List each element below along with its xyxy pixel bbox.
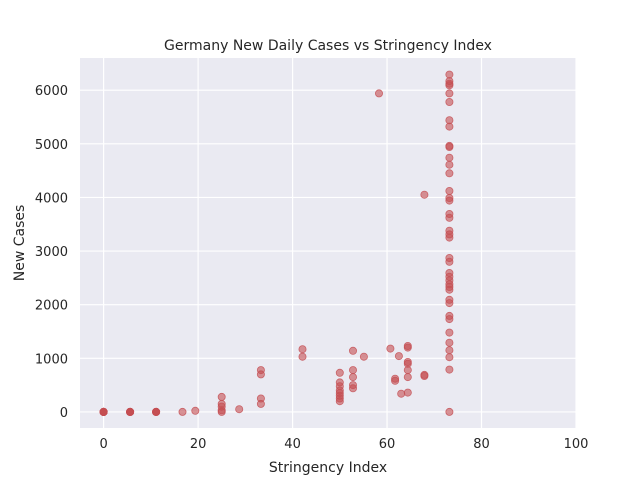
data-point	[420, 190, 429, 199]
y-tick-label: 4000	[35, 191, 68, 206]
data-point	[348, 381, 357, 390]
data-point	[359, 352, 368, 361]
y-tick-label: 3000	[35, 245, 68, 260]
data-point	[445, 89, 454, 98]
data-point	[386, 344, 395, 353]
scatter-points	[99, 70, 454, 416]
plot-area	[80, 58, 576, 428]
y-axis-label: New Cases	[12, 205, 28, 282]
data-point	[298, 352, 307, 361]
data-point	[217, 399, 226, 408]
data-point	[403, 373, 412, 382]
data-point	[374, 89, 383, 98]
x-axis-label: Stringency Index	[269, 460, 387, 476]
data-point	[445, 153, 454, 162]
data-point	[445, 346, 454, 355]
data-point	[152, 407, 161, 416]
data-point	[445, 209, 454, 218]
data-point	[445, 253, 454, 262]
data-point	[445, 193, 454, 202]
data-point	[394, 352, 403, 361]
data-point	[445, 365, 454, 374]
y-tick-label: 1000	[35, 352, 68, 367]
data-point	[445, 338, 454, 347]
data-point	[445, 268, 454, 277]
data-point	[348, 366, 357, 375]
y-tick-label: 5000	[35, 138, 68, 153]
data-point	[403, 357, 412, 366]
data-point	[335, 378, 344, 387]
x-tick-label: 100	[564, 437, 589, 452]
grid	[80, 58, 577, 428]
data-point	[391, 374, 400, 383]
data-point	[445, 407, 454, 416]
x-tick-label: 80	[473, 437, 490, 452]
data-point	[99, 407, 108, 416]
data-point	[348, 373, 357, 382]
data-point	[445, 226, 454, 235]
x-tick-label: 60	[379, 437, 396, 452]
data-point	[191, 406, 200, 415]
data-point	[348, 346, 357, 355]
data-point	[445, 116, 454, 125]
chart-title: Germany New Daily Cases vs Stringency In…	[164, 38, 492, 54]
data-point	[217, 392, 226, 401]
data-point	[445, 98, 454, 107]
data-point	[445, 328, 454, 337]
x-tick-label: 0	[99, 437, 107, 452]
y-tick-label: 0	[60, 406, 68, 421]
x-tick-label: 40	[284, 437, 301, 452]
y-tick-label: 6000	[35, 84, 68, 99]
data-point	[445, 70, 454, 79]
data-point	[397, 389, 406, 398]
data-point	[256, 394, 265, 403]
data-point	[445, 311, 454, 320]
data-point	[445, 186, 454, 195]
data-point	[403, 341, 412, 350]
x-axis-ticks: 0 20 40 60 80 100	[99, 437, 588, 452]
data-point	[178, 407, 187, 416]
data-point	[445, 141, 454, 150]
data-point	[126, 407, 135, 416]
x-tick-label: 20	[190, 437, 207, 452]
data-point	[445, 295, 454, 304]
data-point	[335, 368, 344, 377]
data-point	[445, 169, 454, 178]
data-point	[445, 160, 454, 169]
data-point	[235, 405, 244, 414]
y-axis-ticks: 0 1000 2000 3000 4000 5000 6000	[35, 84, 68, 421]
data-point	[420, 370, 429, 379]
data-point	[256, 366, 265, 375]
data-point	[403, 388, 412, 397]
y-tick-label: 2000	[35, 299, 68, 314]
data-point	[445, 353, 454, 362]
data-point	[298, 345, 307, 354]
